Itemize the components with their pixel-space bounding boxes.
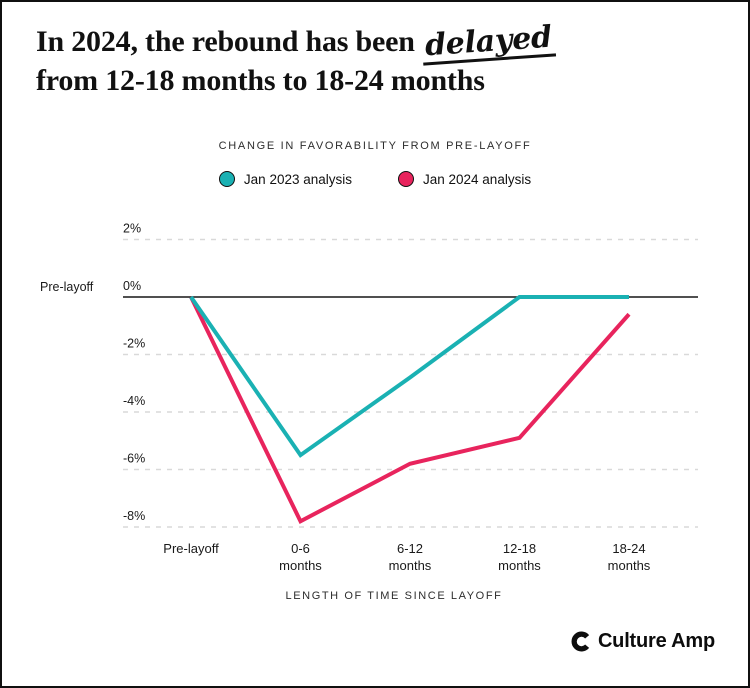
legend-item-2: Jan 2024 analysis: [398, 171, 531, 187]
headline-line-2: from 12-18 months to 18-24 months: [36, 64, 485, 97]
chart-legend: Jan 2023 analysis Jan 2024 analysis: [2, 171, 748, 187]
x-tick-label: months: [389, 558, 432, 573]
legend-label: Jan 2023 analysis: [243, 171, 352, 187]
legend-item-1: Jan 2023 analysis: [218, 171, 352, 187]
legend-dot-icon: [218, 171, 235, 187]
series-line-jan-2023-analysis: [189, 295, 629, 458]
x-tick-label: Pre-layoff: [163, 541, 219, 556]
y-tick-label: 0%: [123, 279, 141, 293]
x-tick-label: 12-18: [503, 541, 536, 556]
headline-line-1: In 2024, the rebound has been delayed: [36, 20, 716, 66]
chart-headline: In 2024, the rebound has been delayed fro…: [36, 20, 716, 100]
headline-text: In 2024, the rebound has been: [36, 25, 415, 58]
series-line-jan-2024-analysis: [189, 296, 631, 524]
x-tick-label: 18-24: [612, 541, 645, 556]
brand-logo: Culture Amp: [571, 630, 715, 653]
legend-dot-icon: [398, 171, 414, 187]
chart-subtitle: CHANGE IN FAVORABILITY FROM PRE-LAYOFF: [218, 140, 532, 152]
x-tick-label: months: [608, 558, 651, 573]
culture-amp-logo-icon: [571, 631, 590, 652]
x-tick-label: months: [279, 558, 322, 573]
zero-line-annotation: Pre-layoff: [40, 280, 94, 294]
y-tick-label: -2%: [123, 337, 145, 351]
x-tick-label: months: [498, 558, 541, 573]
y-tick-label: -6%: [123, 452, 145, 466]
x-tick-label: 6-12: [397, 541, 423, 556]
x-axis-title: LENGTH OF TIME SINCE LAYOFF: [286, 590, 503, 602]
legend-label: Jan 2024 analysis: [423, 171, 532, 187]
y-tick-label: -4%: [123, 394, 145, 408]
y-tick-label: 2%: [123, 222, 141, 236]
x-tick-label: 0-6: [291, 541, 310, 556]
brand-name: Culture Amp: [597, 630, 715, 652]
y-tick-label: -8%: [123, 509, 145, 523]
